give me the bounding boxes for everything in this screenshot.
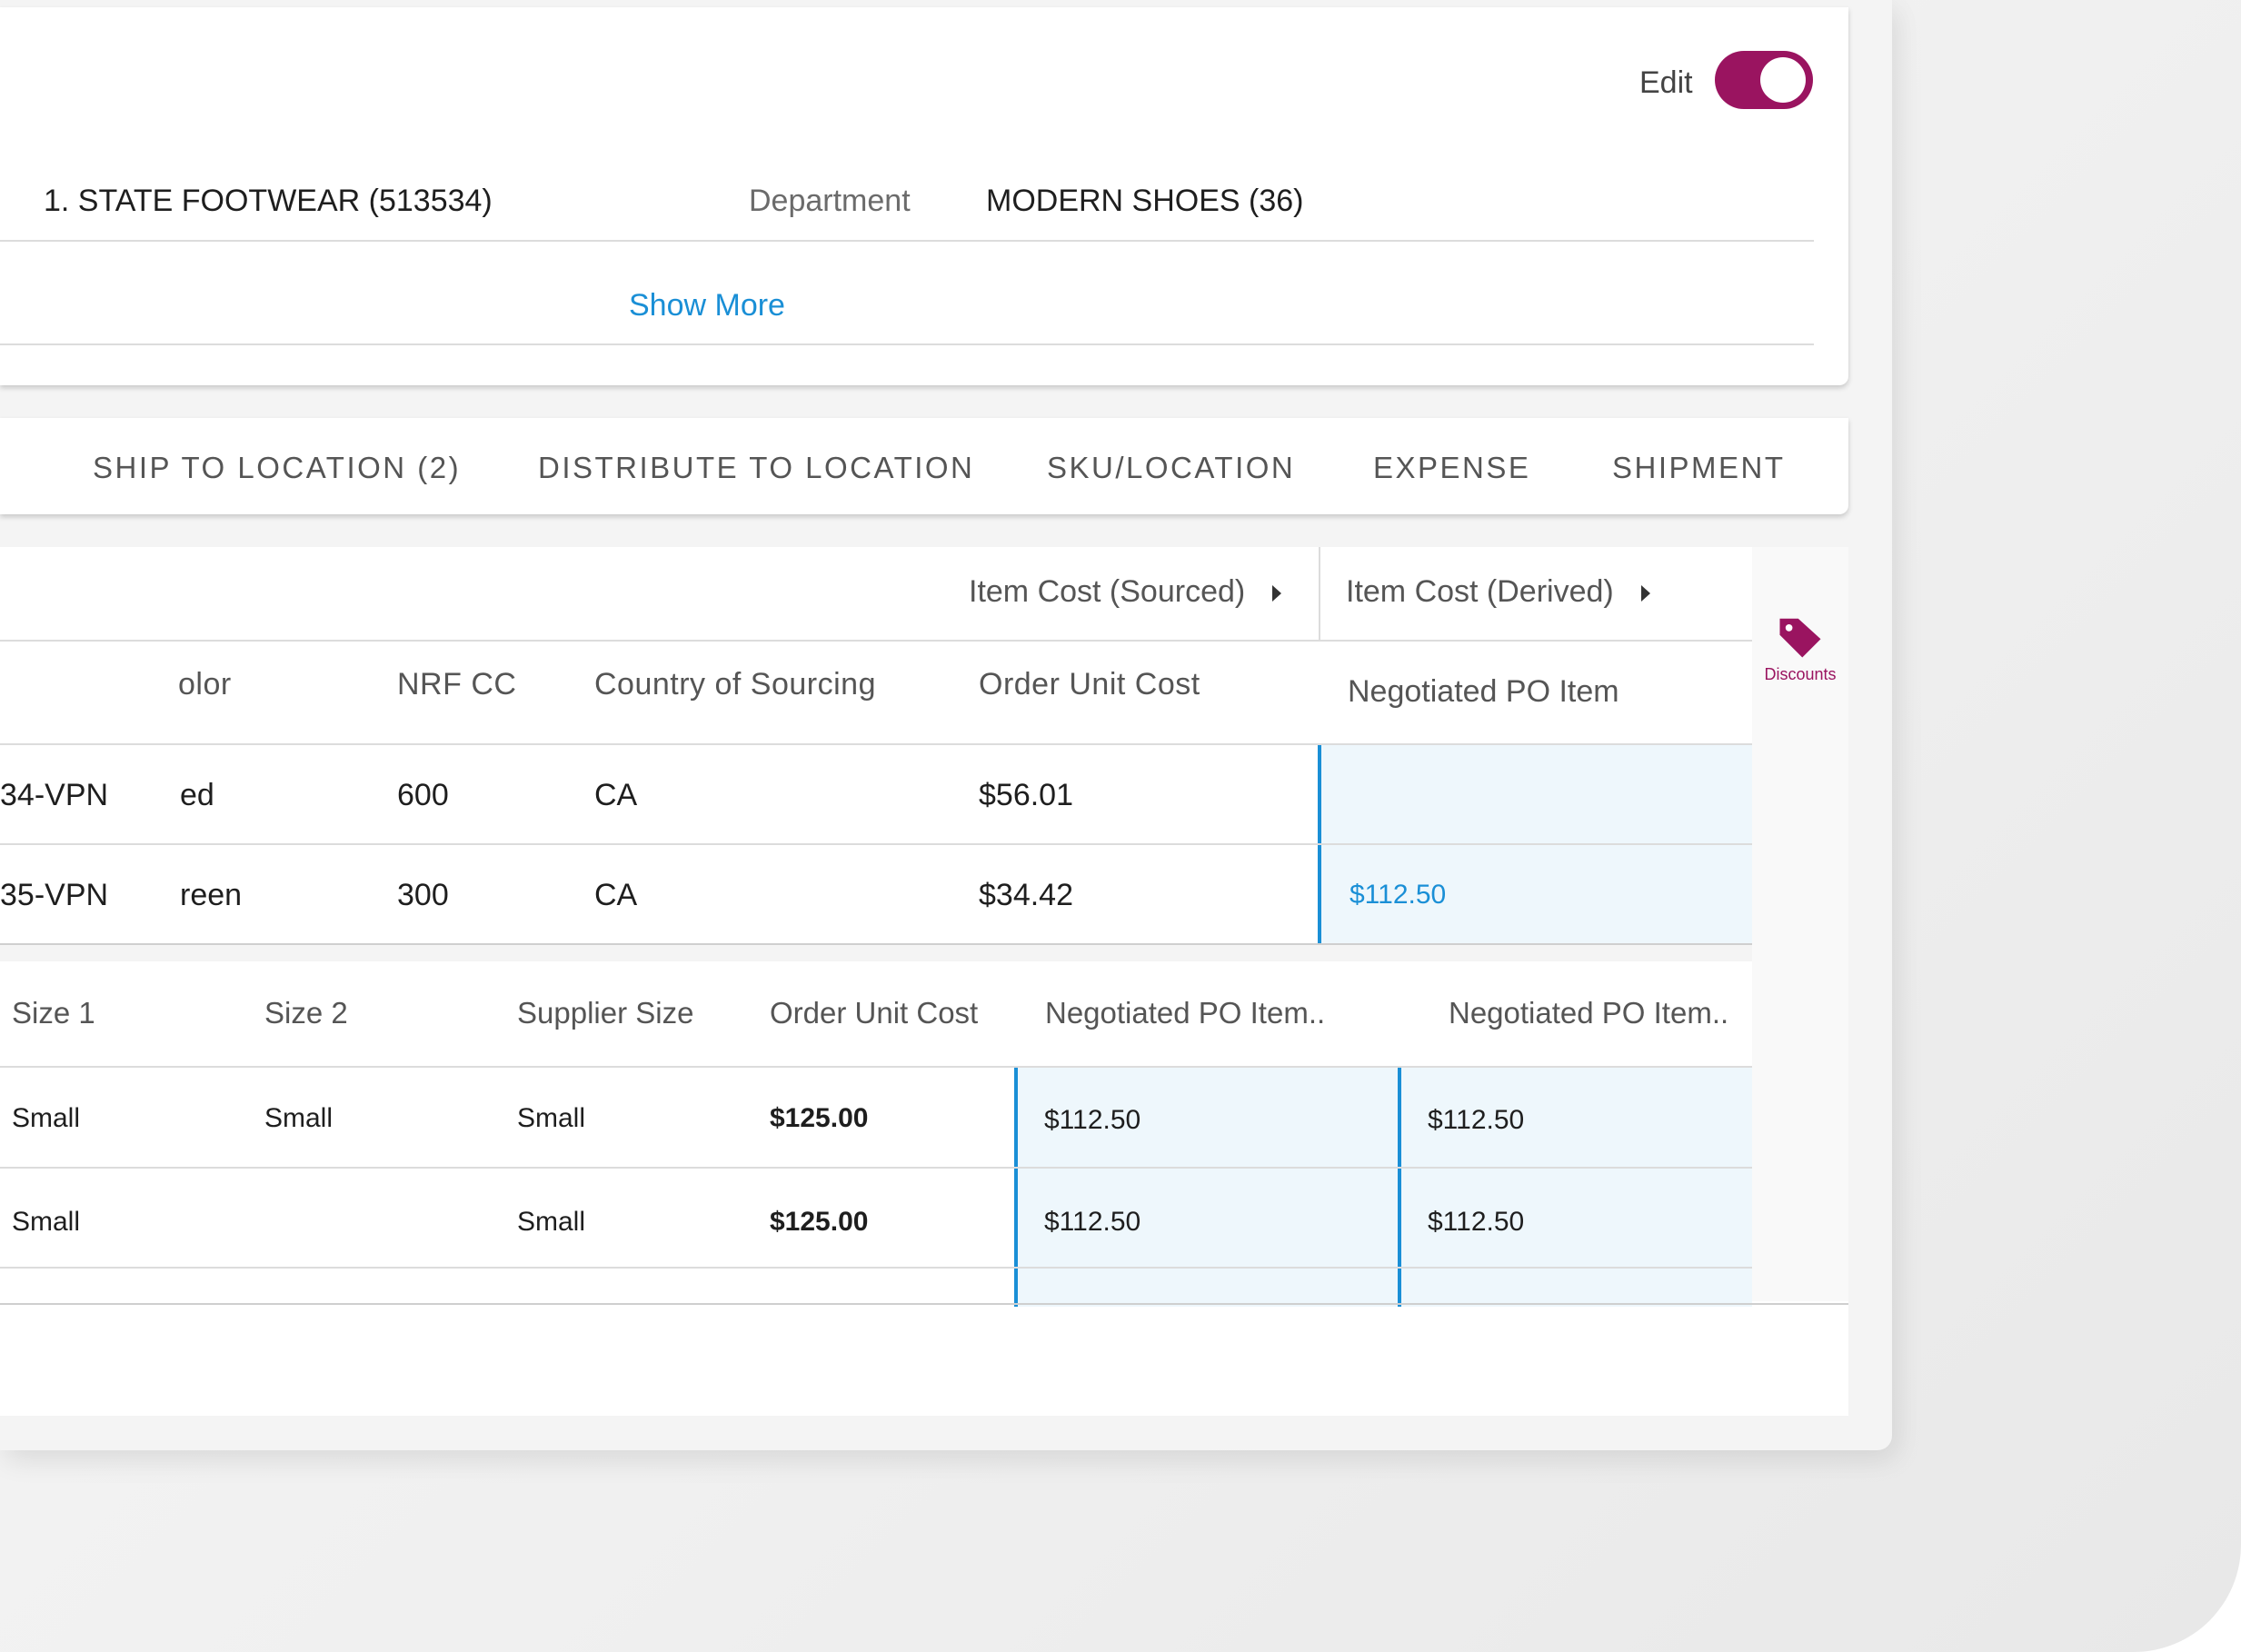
negotiated-columns-highlight [1016,1067,1752,1307]
department-value: MODERN SHOES (36) [986,184,1304,218]
cell-nrf-cc: 600 [397,778,449,812]
cell-size-1: Small [12,1207,81,1237]
cell-nrf-cc: 300 [397,878,449,912]
subgrid-header-divider [0,1066,1752,1068]
tab-sku-location[interactable]: SKU/LOCATION [1047,451,1296,484]
row-divider [0,1267,1752,1269]
caret-right-icon [1272,585,1282,602]
column-header-divider [0,743,1752,745]
cell-item: 35-VPN [0,878,109,912]
tab-expense[interactable]: EXPENSE [1373,451,1531,484]
discounts-label[interactable]: Discounts [1764,665,1837,683]
subgrid-header-negotiated-po-item-1[interactable]: Negotiated PO Item.. [1045,996,1326,1030]
cell-country: CA [594,778,638,812]
cell-size-2: Small [264,1103,334,1133]
cell-color: reen [180,878,243,912]
app-screen: Edit 1. STATE FOOTWEAR (513534) Departme… [0,0,1892,1450]
subgrid-header-size-1[interactable]: Size 1 [12,996,95,1030]
group-header-item-cost-sourced[interactable]: Item Cost (Sourced) [969,574,1282,610]
header-divider [0,240,1814,242]
order-header-card: Edit 1. STATE FOOTWEAR (513534) Departme… [0,7,1848,385]
row-divider [0,943,1752,945]
toggle-knob [1760,57,1806,103]
tag-icon[interactable] [1776,612,1825,662]
side-panel: Discounts [1752,547,1848,1301]
tab-ship-to-location[interactable]: SHIP TO LOCATION (2) [93,451,462,484]
column-header-country-of-sourcing[interactable]: Country of Sourcing [594,667,876,702]
edit-label: Edit [1639,65,1693,100]
row-divider [0,843,1752,845]
tab-bar: SHIP TO LOCATION (2) DISTRIBUTE TO LOCAT… [0,418,1848,514]
supplier-value: 1. STATE FOOTWEAR (513534) [44,184,493,218]
tab-distribute-to-location[interactable]: DISTRIBUTE TO LOCATION [538,451,975,484]
cell-negotiated-po-item-2[interactable]: $112.50 [1428,1105,1525,1135]
cell-negotiated-po-item-2[interactable]: $112.50 [1428,1207,1525,1237]
cell-order-unit-cost: $34.42 [979,878,1073,912]
column-header-color[interactable]: olor [178,667,232,702]
caret-right-icon [1640,585,1650,602]
group-separator [1319,547,1320,642]
edit-toggle[interactable] [1715,51,1813,109]
cell-item: 34-VPN [0,778,109,812]
grid-gap [0,945,1752,961]
department-label: Department [749,184,911,218]
cell-supplier-size: Small [517,1207,586,1237]
derived-column-edge [1318,745,1321,945]
column-header-negotiated-po-item[interactable]: Negotiated PO Item [1348,674,1619,709]
column-header-nrf-cc[interactable]: NRF CC [397,667,517,702]
subgrid-header-size-2[interactable]: Size 2 [264,996,348,1030]
group-header-divider [0,640,1752,642]
cell-supplier-size: Small [517,1103,586,1133]
row-divider [0,1167,1752,1169]
negotiated-column-edge-1 [1014,1067,1018,1307]
cell-negotiated-po-item-1[interactable]: $112.50 [1044,1105,1141,1135]
subgrid-header-supplier-size[interactable]: Supplier Size [517,996,694,1030]
negotiated-column-edge-2 [1398,1067,1401,1307]
header-divider-bottom [0,343,1814,345]
column-header-order-unit-cost[interactable]: Order Unit Cost [979,667,1200,702]
cell-size-1: Small [12,1103,81,1133]
derived-column-highlight [1320,745,1752,945]
item-grid: Item Cost (Sourced) Item Cost (Derived) … [0,547,1848,1416]
group-header-item-cost-derived[interactable]: Item Cost (Derived) [1346,574,1650,610]
cell-order-unit-cost: $125.00 [770,1103,869,1133]
grid-bottom-border [0,1303,1848,1305]
cell-color: ed [180,778,214,812]
subgrid-header-negotiated-po-item-2[interactable]: Negotiated PO Item.. [1449,996,1729,1030]
cell-order-unit-cost: $56.01 [979,778,1073,812]
cell-negotiated-po-item-1[interactable]: $112.50 [1044,1207,1141,1237]
show-more-link[interactable]: Show More [629,288,785,323]
cell-country: CA [594,878,638,912]
cell-negotiated-po-item[interactable]: $112.50 [1350,880,1447,910]
tab-shipment[interactable]: SHIPMENT [1612,451,1786,484]
cell-order-unit-cost: $125.00 [770,1207,869,1237]
subgrid-header-order-unit-cost[interactable]: Order Unit Cost [770,996,979,1030]
